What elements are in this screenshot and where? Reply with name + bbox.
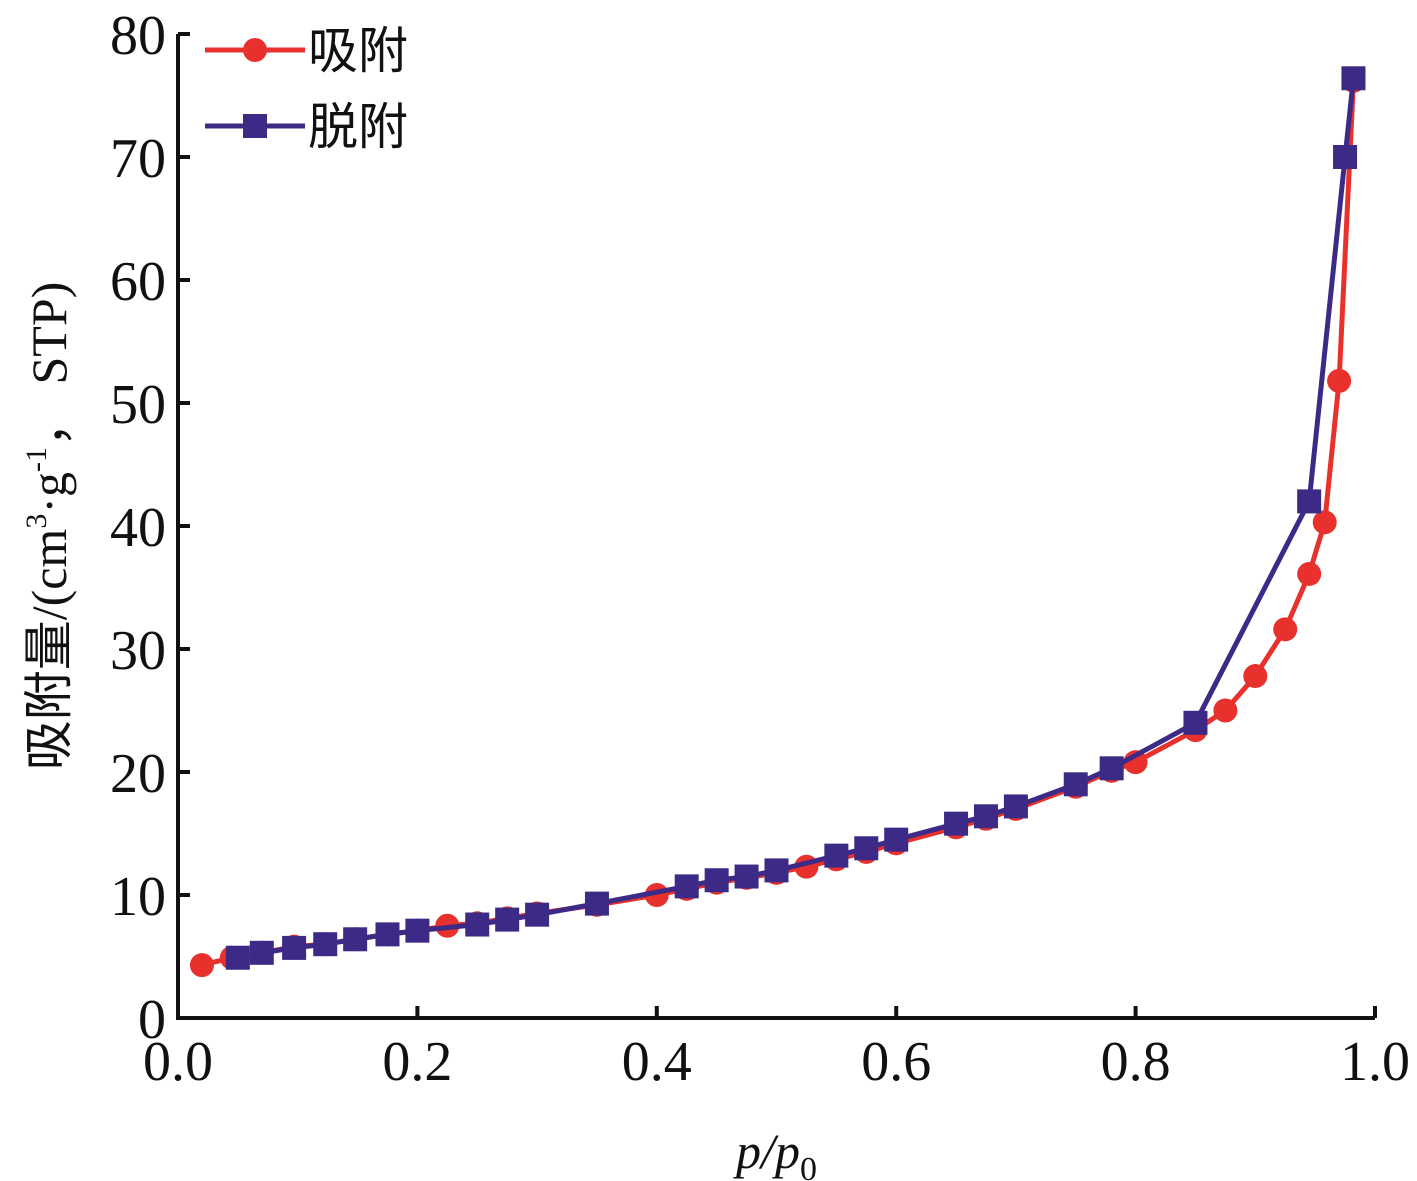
- x-tick-label: 0.2: [382, 1031, 452, 1093]
- y-axis-ticks: 0 10 20 30 40 50 60 70 80: [110, 5, 190, 1051]
- data-point-marker: [313, 932, 338, 957]
- x-tick-label: 0.8: [1101, 1031, 1171, 1093]
- x-tick-label: 0.6: [861, 1031, 931, 1093]
- x-axis-title-subscript: 0: [800, 1151, 817, 1181]
- data-point-marker: [1312, 510, 1337, 535]
- data-point-marker: [375, 922, 400, 947]
- data-point-marker: [189, 953, 214, 978]
- series-layer: [189, 66, 1366, 978]
- data-point-marker: [1273, 617, 1298, 642]
- x-tick-label: 0.4: [622, 1031, 692, 1093]
- data-point-marker: [405, 918, 430, 943]
- y-tick-label: 70: [110, 128, 166, 190]
- y-axis-title: 吸附量/(cm3·g-1， STP): [20, 282, 77, 771]
- series-adsorption: [189, 68, 1366, 978]
- data-point-marker: [1327, 368, 1352, 393]
- data-point-marker: [854, 836, 879, 861]
- data-point-marker: [465, 912, 490, 937]
- x-axis-title: p/p0: [733, 1123, 817, 1181]
- series-line: [201, 80, 1356, 968]
- data-point-marker: [1297, 489, 1322, 514]
- y-axis-title-sup-2: -1: [20, 447, 53, 472]
- legend-marker: [243, 38, 267, 62]
- x-axis-ticks: 0.0 0.2 0.4 0.6 0.8 1.0: [143, 1006, 1410, 1093]
- data-point-marker: [525, 902, 550, 927]
- y-axis-title-suffix: ， STP): [21, 282, 77, 447]
- x-tick-label: 1.0: [1340, 1031, 1410, 1093]
- data-point-marker: [1183, 710, 1208, 735]
- y-tick-label: 50: [110, 374, 166, 436]
- data-point-marker: [674, 874, 699, 899]
- data-point-marker: [764, 858, 789, 883]
- data-point-marker: [884, 827, 909, 852]
- x-axis-title-base: p/p: [733, 1123, 800, 1179]
- data-point-marker: [249, 940, 274, 965]
- data-point-marker: [1213, 698, 1238, 723]
- y-tick-label: 0: [138, 989, 166, 1051]
- series-line: [237, 78, 1356, 961]
- y-tick-label: 60: [110, 251, 166, 313]
- y-axis-title-prefix: 吸附量/(cm: [21, 529, 77, 771]
- data-point-marker: [944, 811, 969, 836]
- y-axis-title-sup-1: 3: [20, 514, 53, 529]
- data-point-marker: [1003, 794, 1028, 819]
- data-point-marker: [584, 891, 609, 916]
- y-tick-label: 20: [110, 743, 166, 805]
- legend-label: 脱附: [308, 99, 408, 155]
- data-point-marker: [1297, 561, 1322, 586]
- data-point-marker: [1099, 756, 1124, 781]
- y-tick-label: 10: [110, 866, 166, 928]
- x-tick-label: 0.0: [143, 1031, 213, 1093]
- data-point-marker: [1341, 66, 1366, 91]
- legend-label: 吸附: [308, 23, 408, 79]
- data-point-marker: [282, 935, 307, 960]
- data-point-marker: [824, 843, 849, 868]
- data-point-marker: [225, 945, 250, 970]
- data-point-marker: [1243, 664, 1268, 689]
- data-point-marker: [1063, 772, 1088, 797]
- data-point-marker: [343, 927, 368, 952]
- series-desorption: [225, 66, 1366, 970]
- data-point-marker: [973, 804, 998, 829]
- y-tick-label: 80: [110, 5, 166, 67]
- y-axis-title-mid: ·g: [21, 472, 77, 514]
- y-tick-label: 40: [110, 497, 166, 559]
- data-point-marker: [734, 864, 759, 889]
- data-point-marker: [495, 907, 520, 932]
- data-point-marker: [1333, 145, 1358, 169]
- legend-marker: [243, 114, 267, 138]
- y-tick-label: 30: [110, 620, 166, 682]
- data-point-marker: [704, 868, 729, 893]
